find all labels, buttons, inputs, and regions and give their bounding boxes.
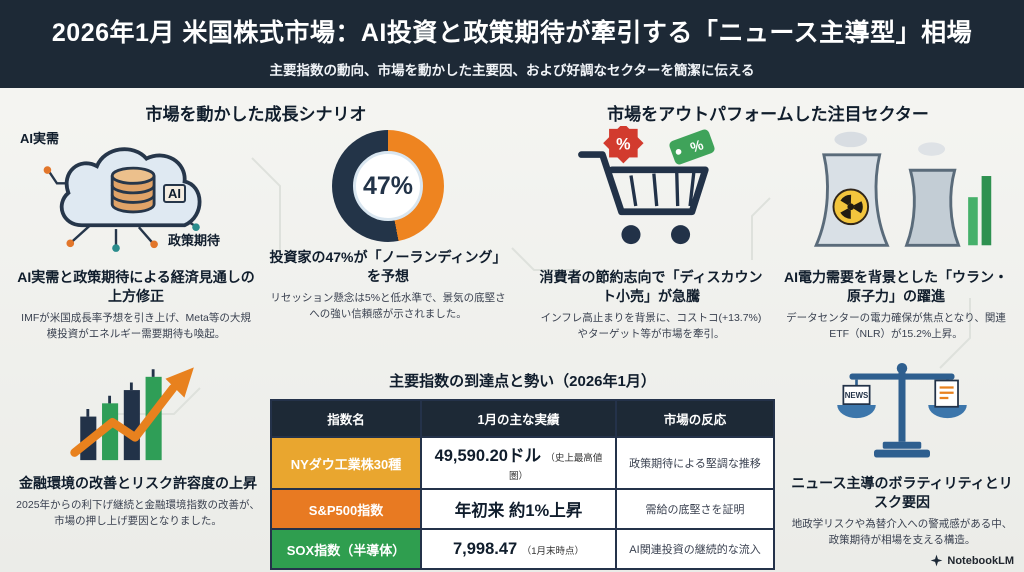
policy-hope-label: 政策期待 <box>168 233 221 248</box>
index-name-dow: NYダウ工業株30種 <box>270 436 422 490</box>
index-name-sp500: S&P500指数 <box>270 488 422 530</box>
index-reaction-sp500: 需給の底堅さを証明 <box>615 488 775 530</box>
card-news-volatility: NEWS ニュース主導のボラティリティとリスク要因 地政学リスクや為替介入への警… <box>788 356 1016 548</box>
table-header-row: 指数名 1月の主な実績 市場の反応 <box>270 399 775 438</box>
card-no-landing-body: リセッション懸念は5%と低水準で、景気の底堅さへの強い信頼感が示されました。 <box>270 291 506 320</box>
index-value-dow: 49,590.20ドル <box>434 447 541 465</box>
starburst-percent-label: % <box>616 135 630 153</box>
card-discount-retail: % % 消費者の節約志向で「ディスカウント小売」が急騰 インフレ高止まりを背景に… <box>536 122 766 342</box>
card-news-heading: ニュース主導のボラティリティとリスク要因 <box>791 475 1013 510</box>
balance-scale-icon: NEWS <box>837 363 967 458</box>
card-uranium-body: データセンターの電力確保が焦点となり、関連ETF（NLR）が15.2%上昇。 <box>786 311 1006 340</box>
left-section-title: 市場を動かした成長シナリオ <box>145 105 367 124</box>
rising-chart-icon <box>70 367 194 461</box>
header: 2026年1月 米国株式市場：AI投資と政策期待が牽引する「ニュース主導型」相場… <box>0 0 1024 88</box>
col-header-reaction: 市場の反応 <box>615 399 775 438</box>
col-header-performance: 1月の主な実績 <box>420 399 617 438</box>
donut-center-label: 47% <box>362 171 414 200</box>
card-no-landing: 47% 投資家の47%が「ノーランディング」を予想 リセッション懸念は5%と低水… <box>268 126 508 322</box>
index-name-sox: SOX指数（半導体） <box>270 528 422 570</box>
col-header-index-name: 指数名 <box>270 399 422 438</box>
right-section-title: 市場をアウトパフォームした注目セクター <box>607 105 929 124</box>
index-value-sp500: 年初来 約1%上昇 <box>454 502 583 520</box>
brand-watermark: NotebookLM <box>930 554 1014 567</box>
card-ai-heading: AI実需と政策期待による経済見通しの上方修正 <box>17 269 255 304</box>
ai-chip-label: AI <box>163 184 186 203</box>
percent-tag-icon: % <box>669 129 715 165</box>
index-value-sox: 7,998.47 <box>453 539 518 558</box>
page-title: 2026年1月 米国株式市場：AI投資と政策期待が牽引する「ニュース主導型」相場 <box>51 19 973 47</box>
table-title: 主要指数の到達点と勢い（2026年1月） <box>389 373 656 390</box>
table-row: S&P500指数 年初来 約1%上昇 需給の底堅さを証明 <box>270 488 775 530</box>
index-table: 指数名 1月の主な実績 市場の反応 NYダウ工業株30種 49,590.20ドル… <box>270 399 775 570</box>
tag-percent-label: % <box>688 137 706 156</box>
card-ai-body: IMFが米国成長率予想を引き上げ、Meta等の大規模投資がエネルギー需要期待も喚… <box>21 311 251 340</box>
page-subtitle: 主要指数の動向、市場を動かした主要因、および好調なセクターを簡潔に伝える <box>269 63 755 78</box>
card-financial-heading: 金融環境の改善とリスク許容度の上昇 <box>19 475 257 491</box>
ai-demand-label: AI実需 <box>20 131 60 146</box>
index-note-dow: （史上最高値圏） <box>508 453 603 482</box>
index-table-section: 主要指数の到達点と勢い（2026年1月） 指数名 1月の主な実績 市場の反応 N… <box>270 370 775 570</box>
card-financial-body: 2025年からの利下げ継続と金融環境指数の改善が、市場の押し上げ要因となりました… <box>16 498 260 527</box>
news-box-icon <box>842 384 871 405</box>
card-uranium-heading: AI電力需要を背景とした「ウラン・原子力」の躍進 <box>784 269 1008 304</box>
card-retail-heading: 消費者の節約志向で「ディスカウント小売」が急騰 <box>539 269 763 304</box>
ai-cloud-icon <box>43 147 202 252</box>
donut-chart: 47% <box>332 130 444 242</box>
card-news-body: 地政学リスクや為替介入への警戒感がある中、政策期待が相場を支える構造。 <box>791 517 1013 546</box>
index-note-sox: （1月末時点） <box>521 545 584 557</box>
shopping-cart-icon: % % <box>578 122 715 245</box>
card-uranium: AI電力需要を背景とした「ウラン・原子力」の躍進 データセンターの電力確保が焦点… <box>778 126 1014 342</box>
index-reaction-sox: AI関連投資の継続的な流入 <box>615 528 775 570</box>
card-no-landing-heading: 投資家の47%が「ノーランディング」を予想 <box>269 249 507 284</box>
news-box-label: NEWS <box>845 391 869 400</box>
brand-name: NotebookLM <box>947 554 1014 567</box>
donut-hole: 47% <box>353 151 423 221</box>
percent-starburst-icon: % <box>603 122 644 164</box>
notebooklm-logo-icon <box>931 554 943 567</box>
nuclear-plant-icon <box>813 131 992 247</box>
card-retail-body: インフレ高止まりを背景に、コストコ(+13.7%)やターゲット等が市場を牽引。 <box>540 311 762 340</box>
table-row: NYダウ工業株30種 49,590.20ドル （史上最高値圏） 政策期待による堅… <box>270 436 775 490</box>
table-row: SOX指数（半導体） 7,998.47 （1月末時点） AI関連投資の継続的な流… <box>270 528 775 570</box>
card-financial-conditions: 金融環境の改善とリスク許容度の上昇 2025年からの利下げ継続と金融環境指数の改… <box>16 356 260 529</box>
index-reaction-dow: 政策期待による堅調な推移 <box>615 436 775 490</box>
card-ai-demand: AI実需 政策期待 AI AI実需と政策期待による経済見通しの上方修正 IMFが… <box>16 126 256 342</box>
